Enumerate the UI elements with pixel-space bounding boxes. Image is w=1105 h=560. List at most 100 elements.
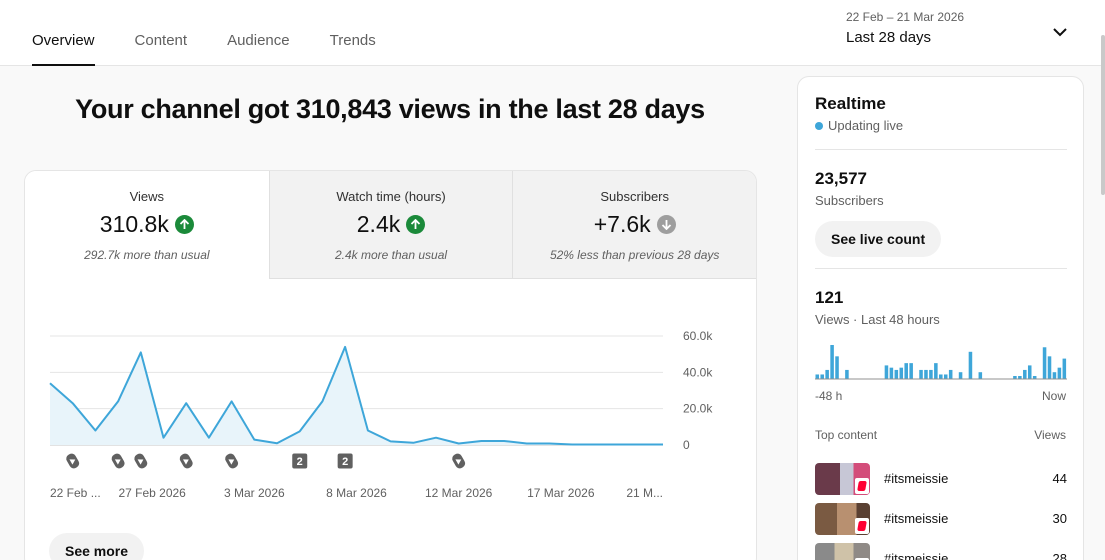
y-tick-label: 20.0k bbox=[683, 402, 713, 416]
realtime-card: Realtime Updating live 23,577 Subscriber… bbox=[797, 76, 1084, 560]
top-bar: Overview Content Audience Trends 22 Feb … bbox=[0, 0, 1105, 66]
views-chart[interactable]: 60.0k 40.0k 20.0k 0 2 2 22 Feb ... 27 Feb 2026 3… bbox=[25, 279, 756, 560]
subscriber-label: Subscribers bbox=[815, 193, 884, 208]
top-content-item[interactable]: #itsmeissie 44 bbox=[815, 463, 1067, 495]
video-thumbnail bbox=[815, 503, 870, 535]
date-range-dates: 22 Feb – 21 Mar 2026 bbox=[846, 10, 965, 24]
realtime-bar bbox=[1062, 358, 1067, 379]
upload-count-marker bbox=[337, 453, 353, 469]
x-tick-label: 17 Mar 2026 bbox=[527, 486, 595, 500]
top-content-heading: Top content bbox=[815, 428, 878, 442]
realtime-bar bbox=[1047, 356, 1052, 379]
shorts-marker-icon bbox=[225, 453, 239, 469]
metric-value: +7.6k bbox=[593, 211, 651, 237]
video-title: #itsmeissie bbox=[884, 551, 949, 560]
video-title: #itsmeissie bbox=[884, 471, 949, 486]
metric-tab-watch-time[interactable]: Watch time (hours) 2.4k 2.4k more than u… bbox=[268, 171, 513, 279]
see-more-button[interactable]: See more bbox=[49, 533, 145, 560]
bars-axis-end: Now bbox=[1041, 389, 1066, 403]
tab-overview[interactable]: Overview bbox=[32, 0, 95, 66]
realtime-bar bbox=[909, 363, 913, 379]
tab-content[interactable]: Content bbox=[134, 32, 188, 49]
see-live-count-button[interactable]: See live count bbox=[815, 221, 942, 257]
realtime-bar bbox=[835, 356, 839, 379]
y-tick-label: 40.0k bbox=[683, 365, 713, 379]
top-content-item[interactable]: #itsmeissie 28 bbox=[815, 543, 1067, 560]
metric-comparison: 2.4k more than usual bbox=[334, 248, 448, 262]
arrow-up-icon bbox=[174, 215, 194, 234]
video-thumbnail bbox=[815, 543, 870, 560]
shorts-marker-icon bbox=[134, 453, 148, 469]
realtime-views-count: 121 bbox=[815, 288, 844, 307]
metric-tab-subscribers[interactable]: Subscribers +7.6k 52% less than previous… bbox=[512, 171, 756, 279]
x-tick-label: 8 Mar 2026 bbox=[326, 486, 387, 500]
bars-axis-start: -48 h bbox=[815, 389, 843, 403]
realtime-bar bbox=[1023, 369, 1027, 379]
realtime-bar bbox=[924, 369, 928, 379]
video-title: #itsmeissie bbox=[884, 511, 949, 526]
x-tick-label: 27 Feb 2026 bbox=[118, 486, 186, 500]
realtime-bar bbox=[899, 367, 904, 379]
live-status: Updating live bbox=[815, 118, 903, 133]
realtime-bar bbox=[1042, 347, 1047, 379]
shorts-icon bbox=[855, 518, 869, 534]
realtime-views-label: Views · Last 48 hours bbox=[815, 312, 940, 327]
realtime-bar bbox=[919, 369, 923, 379]
date-range-label: Last 28 days bbox=[846, 29, 932, 46]
metric-comparison: 292.7k more than usual bbox=[84, 248, 210, 262]
arrow-down-icon bbox=[656, 215, 676, 234]
metric-comparison: 52% less than previous 28 days bbox=[549, 248, 720, 262]
live-dot-icon bbox=[815, 121, 823, 130]
realtime-bar bbox=[904, 363, 908, 379]
arrow-up-icon bbox=[406, 215, 426, 234]
realtime-bar bbox=[939, 374, 943, 379]
divider bbox=[815, 268, 1067, 269]
realtime-bar bbox=[830, 345, 834, 379]
x-tick-label: 21 M... bbox=[626, 486, 663, 500]
overview-card: Views 310.8k 292.7k more than usual Watc… bbox=[24, 170, 757, 560]
page-scrollbar[interactable] bbox=[1101, 35, 1105, 195]
x-tick-label: 22 Feb ... bbox=[50, 486, 101, 500]
chevron-down-icon[interactable] bbox=[1050, 22, 1070, 42]
realtime-bar bbox=[1013, 376, 1017, 379]
shorts-marker-icon bbox=[452, 453, 466, 469]
tab-trends[interactable]: Trends bbox=[329, 32, 376, 49]
metric-value: 2.4k bbox=[356, 211, 401, 237]
realtime-bar bbox=[884, 365, 889, 379]
x-tick-label: 3 Mar 2026 bbox=[224, 486, 285, 500]
upload-count-label: 2 bbox=[342, 456, 348, 468]
realtime-views-bars[interactable] bbox=[815, 339, 1068, 381]
realtime-bar bbox=[1057, 367, 1062, 379]
shorts-marker-icon bbox=[111, 453, 125, 469]
analytics-tabs: Overview Content Audience Trends bbox=[32, 0, 416, 66]
top-content-views-heading: Views bbox=[1034, 428, 1066, 442]
metric-value: 310.8k bbox=[99, 211, 169, 237]
top-content-item[interactable]: #itsmeissie 30 bbox=[815, 503, 1067, 535]
realtime-bar bbox=[1027, 365, 1032, 379]
metric-tabs: Views 310.8k 292.7k more than usual Watc… bbox=[25, 171, 756, 279]
video-thumbnail bbox=[815, 463, 870, 495]
metric-label: Views bbox=[129, 189, 165, 204]
y-tick-label: 60.0k bbox=[683, 329, 713, 343]
realtime-bar bbox=[929, 369, 933, 379]
upload-count-marker bbox=[292, 453, 308, 469]
video-views: 44 bbox=[1052, 471, 1067, 486]
date-range-selector[interactable]: 22 Feb – 21 Mar 2026 Last 28 days bbox=[846, 10, 964, 46]
metric-tab-views[interactable]: Views 310.8k 292.7k more than usual bbox=[25, 171, 269, 279]
metric-label: Subscribers bbox=[600, 189, 669, 204]
divider bbox=[815, 149, 1067, 150]
y-tick-label: 0 bbox=[683, 438, 690, 452]
realtime-bar bbox=[1018, 376, 1022, 379]
metric-label: Watch time (hours) bbox=[336, 189, 446, 204]
realtime-bar bbox=[934, 363, 938, 379]
tab-audience[interactable]: Audience bbox=[227, 32, 290, 49]
realtime-bar bbox=[968, 351, 973, 379]
realtime-bar bbox=[1052, 372, 1057, 379]
realtime-bar bbox=[815, 374, 820, 379]
x-tick-label: 12 Mar 2026 bbox=[425, 486, 493, 500]
realtime-bar bbox=[948, 369, 953, 379]
shorts-marker-icon bbox=[179, 453, 193, 469]
page-headline: Your channel got 310,843 views in the la… bbox=[75, 94, 705, 124]
shorts-marker-icon bbox=[66, 453, 80, 469]
shorts-icon bbox=[855, 478, 869, 494]
